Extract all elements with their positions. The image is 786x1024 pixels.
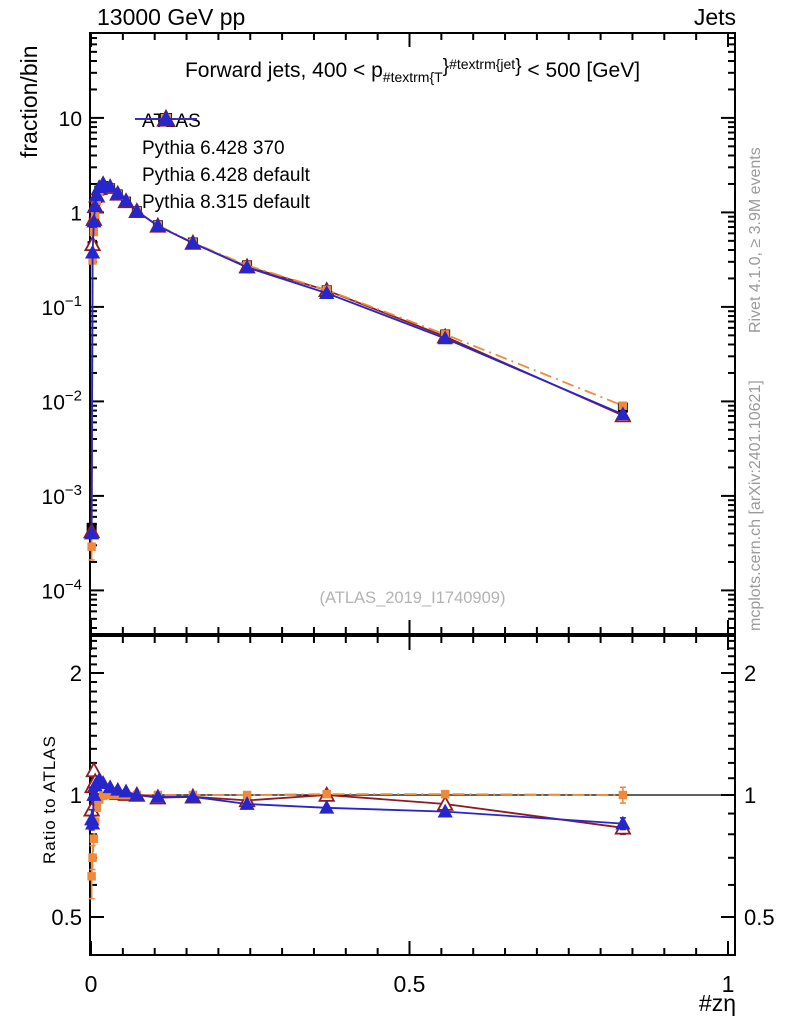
analysis-group-label: Jets xyxy=(693,4,736,30)
ratio-axis-label: Ratio to ATLAS xyxy=(40,735,59,864)
panel-title-sub: #textrm{T xyxy=(382,69,443,86)
legend-item-pythia6-default: Pythia 6.428 default xyxy=(133,113,310,189)
legend-label: Pythia 6.428 370 xyxy=(142,137,285,159)
svg-text:10: 10 xyxy=(59,108,82,131)
svg-text:0.5: 0.5 xyxy=(394,971,426,997)
svg-text:10−2: 10−2 xyxy=(42,387,82,414)
svg-text:1: 1 xyxy=(70,783,82,808)
svg-text:1: 1 xyxy=(744,783,756,808)
rivet-version-label: Rivet 4.1.0, ≥ 3.9M events xyxy=(747,147,764,333)
legend-item-pythia6-370: Pythia 6.428 370 xyxy=(133,108,310,162)
svg-text:1: 1 xyxy=(722,971,735,997)
svg-text:1: 1 xyxy=(70,202,82,225)
panel-title-suffix: < 500 [GeV] xyxy=(521,59,641,82)
mcplots-citation-label: mcplots.cern.ch [arXiv:2401.10621] xyxy=(747,380,764,631)
x-axis-label: #zη xyxy=(698,990,736,1016)
svg-text:2: 2 xyxy=(70,661,82,686)
panel-title-brace1: } xyxy=(442,56,450,77)
svg-text:10−1: 10−1 xyxy=(42,293,82,320)
y-axis-label: fraction/bin xyxy=(16,45,42,158)
legend: ATLAS Pythia 6.428 370 Pythia 6.428 defa… xyxy=(133,108,310,216)
svg-text:0.5: 0.5 xyxy=(51,905,82,930)
legend-label: Pythia 6.428 default xyxy=(142,164,310,186)
legend-item-pythia8-default: Pythia 8.315 default xyxy=(133,109,310,216)
legend-label: Pythia 8.315 default xyxy=(142,191,310,213)
svg-text:0: 0 xyxy=(85,971,98,997)
legend-marker-pythia8-default xyxy=(135,109,197,126)
panel-title-sup: #textrm{jet xyxy=(449,56,516,72)
analysis-id-watermark: (ATLAS_2019_I1740909) xyxy=(319,589,506,607)
svg-text:2: 2 xyxy=(744,661,756,686)
panel-title: Forward jets, 400 < p#textrm{T}#textrm{j… xyxy=(90,56,735,85)
beam-energy-label: 13000 GeV pp xyxy=(97,4,246,30)
svg-text:10−4: 10−4 xyxy=(42,576,82,603)
svg-text:10−3: 10−3 xyxy=(42,482,82,509)
svg-text:0.5: 0.5 xyxy=(744,905,775,930)
panel-title-brace2: } xyxy=(515,56,522,77)
panel-title-prefix: Forward jets, 400 < p xyxy=(184,59,383,82)
